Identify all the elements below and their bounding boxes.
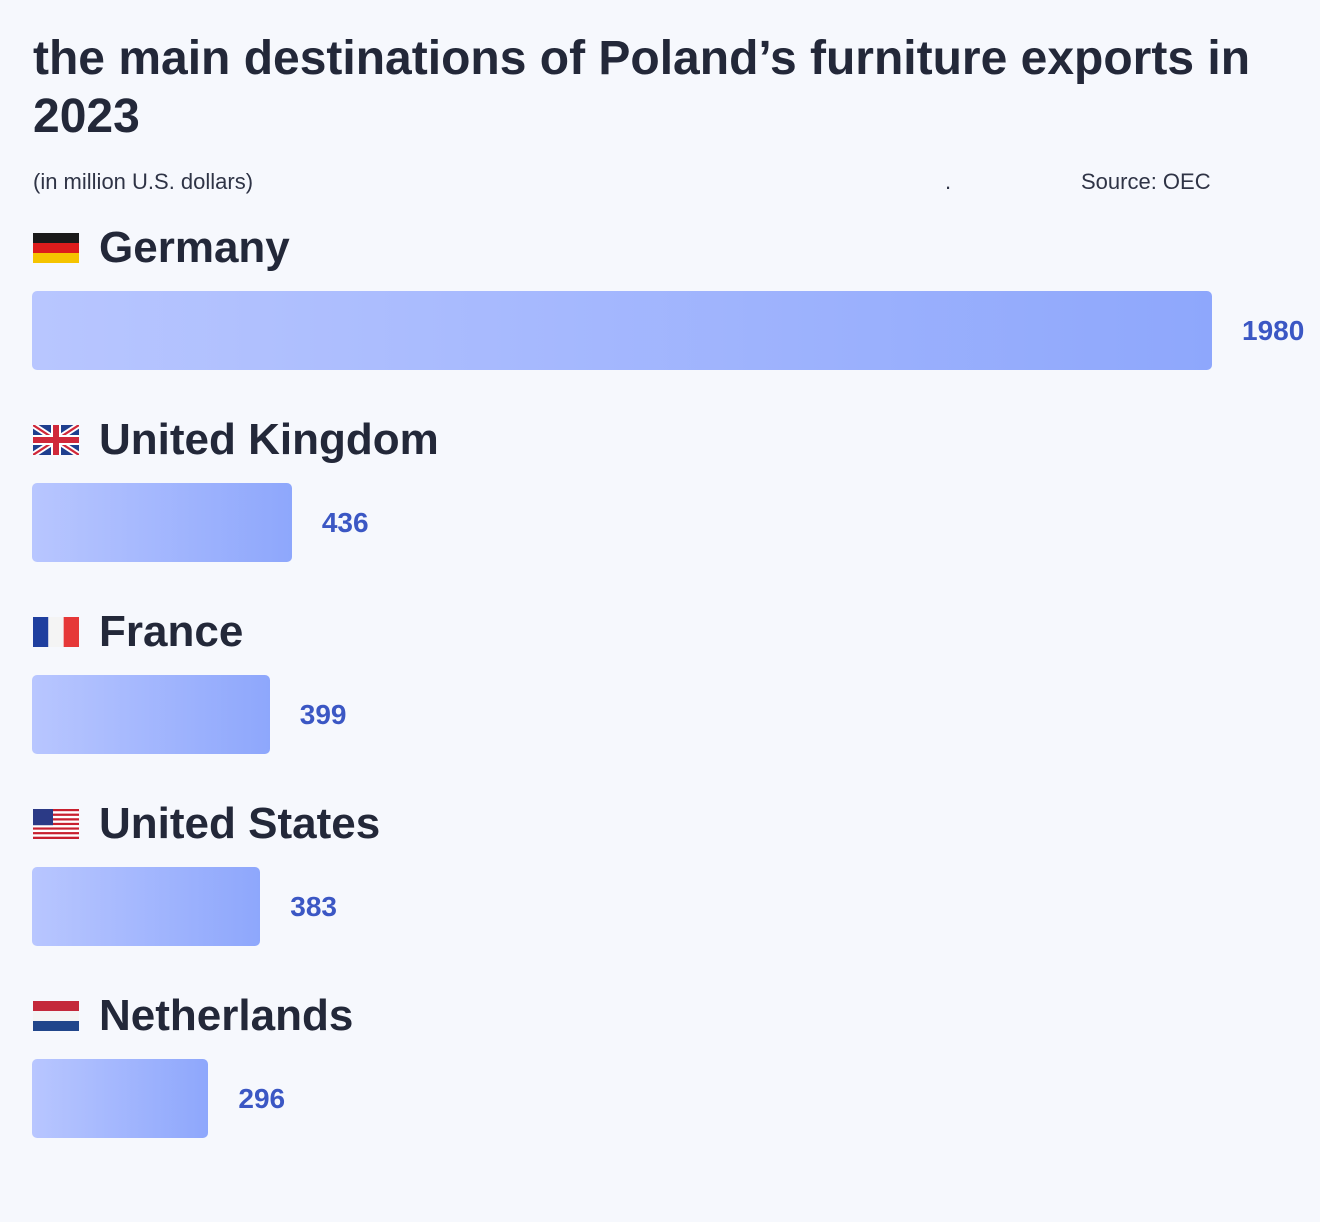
- usa-flag-icon: [33, 809, 79, 839]
- category-label-germany: Germany: [33, 220, 290, 276]
- chart-source: Source: OEC: [1081, 169, 1211, 194]
- bar-france: [32, 675, 270, 754]
- bar-united-states: [32, 867, 261, 946]
- netherlands-flag-icon: [33, 1001, 79, 1031]
- value-label-germany: 1980: [1242, 315, 1305, 346]
- bar-netherlands: [32, 1059, 209, 1138]
- category-label-united-states: United States: [33, 796, 380, 852]
- country-name: Netherlands: [99, 991, 354, 1040]
- uk-flag-icon: [33, 425, 79, 455]
- value-label-france: 399: [299, 699, 347, 730]
- bar-united-kingdom: [32, 483, 292, 562]
- bar-germany: [32, 291, 1212, 370]
- category-label-united-kingdom: United Kingdom: [33, 412, 439, 468]
- country-name: United States: [99, 799, 381, 848]
- germany-flag-icon: [33, 233, 79, 263]
- chart-subtitle: (in million U.S. dollars): [33, 169, 254, 194]
- france-flag-icon: [33, 617, 79, 647]
- country-name: Germany: [99, 223, 290, 272]
- category-label-france: France: [33, 604, 243, 660]
- value-label-united-states: 383: [290, 891, 337, 922]
- country-name: United Kingdom: [99, 415, 439, 464]
- country-name: France: [99, 607, 244, 656]
- separator-dot: .: [945, 169, 952, 194]
- category-label-netherlands: Netherlands: [33, 988, 353, 1044]
- chart-title: the main destinations of Poland’s furnit…: [33, 32, 1251, 143]
- value-label-united-kingdom: 436: [321, 507, 369, 538]
- value-label-netherlands: 296: [238, 1083, 286, 1114]
